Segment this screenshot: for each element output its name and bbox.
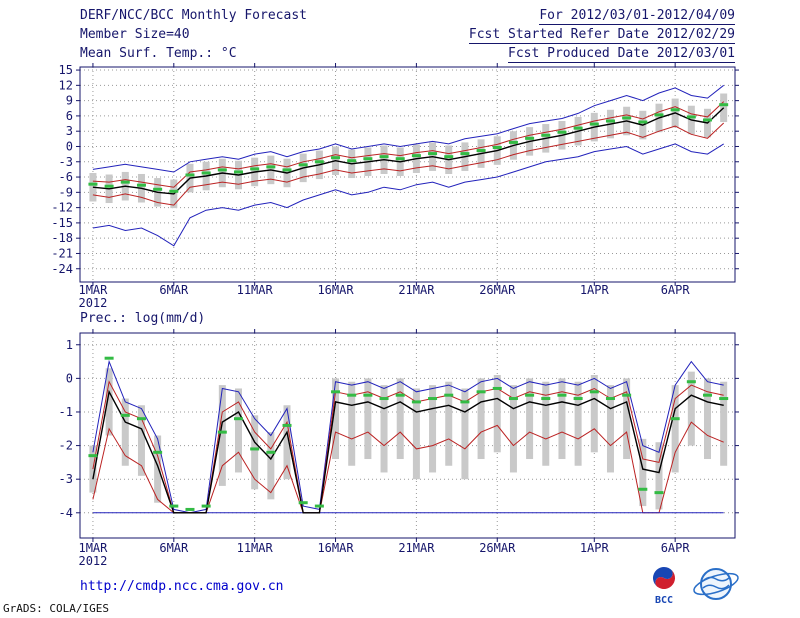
svg-text:-9: -9 (59, 185, 73, 199)
svg-text:0: 0 (66, 371, 73, 385)
svg-text:26MAR: 26MAR (479, 541, 516, 555)
precipitation-chart-title: Prec.: log(mm/d) (80, 311, 206, 326)
svg-text:21MAR: 21MAR (398, 541, 435, 555)
axis-tick-labels: 1 0 -1 -2 -3 -4 1MAR 6MAR 11MAR 16MAR 21MAR 26MAR 1A… (59, 338, 691, 568)
series-ensemble-mean (92, 107, 725, 195)
svg-text:15: 15 (59, 63, 73, 77)
svg-text:-2: -2 (59, 439, 73, 453)
svg-text:1MAR: 1MAR (78, 283, 108, 297)
series-envelope-max (92, 359, 724, 514)
svg-text:6APR: 6APR (661, 541, 691, 555)
grid-lines (80, 67, 735, 282)
svg-text:1MAR: 1MAR (78, 541, 108, 555)
series-ensemble-mean (92, 389, 724, 514)
svg-text:6APR: 6APR (661, 283, 691, 297)
green-dash-markers (88, 356, 729, 511)
svg-text:-15: -15 (51, 216, 73, 230)
svg-text:2012: 2012 (78, 296, 107, 310)
svg-text:3: 3 (66, 124, 73, 138)
svg-text:1: 1 (66, 338, 73, 352)
bcc-logo-text: BCC (655, 595, 673, 606)
refer-date-label: Fcst Started Refer Date 2012/02/29 (468, 27, 735, 44)
ensemble-spread-bars (89, 368, 728, 510)
svg-text:26MAR: 26MAR (479, 283, 516, 297)
svg-text:-21: -21 (51, 246, 73, 260)
plot-border (79, 332, 736, 539)
svg-text:-6: -6 (59, 170, 73, 184)
svg-text:6: 6 (66, 109, 73, 123)
svg-text:-18: -18 (51, 231, 73, 245)
svg-text:-4: -4 (59, 506, 73, 520)
svg-text:11MAR: 11MAR (237, 283, 274, 297)
plot-title: DERF/NCC/BCC Monthly Forecast (80, 8, 307, 23)
ensemble-spread-bars (89, 93, 728, 209)
bcc-swirl-icon (653, 567, 675, 589)
svg-text:-3: -3 (59, 155, 73, 169)
globe-icon (693, 568, 739, 600)
series-envelope-max (92, 84, 725, 173)
svg-text:12: 12 (59, 78, 73, 92)
svg-text:16MAR: 16MAR (317, 541, 354, 555)
svg-text:-3: -3 (59, 472, 73, 486)
produced-date-label: Fcst Produced Date 2012/03/01 (508, 46, 735, 63)
svg-text:-12: -12 (51, 201, 73, 215)
series-lower-red (92, 122, 725, 206)
series-envelope-min (92, 143, 724, 247)
svg-text:-1: -1 (59, 405, 73, 419)
cma-logo (693, 568, 739, 600)
forecast-range: For 2012/03/01-2012/04/09 (539, 8, 735, 25)
svg-text:16MAR: 16MAR (317, 283, 354, 297)
plot-border (79, 66, 736, 283)
axis-ticks (76, 329, 739, 542)
member-size-label: Member Size=40 (80, 27, 190, 42)
source-url-link[interactable]: http://cmdp.ncc.cma.gov.cn (80, 579, 284, 594)
green-dash-markers (88, 103, 729, 193)
axis-ticks (76, 63, 739, 286)
temperature-chart-title: Mean Surf. Temp.: °C (80, 46, 237, 61)
grads-credit: GrADS: COLA/IGES (3, 602, 109, 615)
svg-text:2012: 2012 (78, 554, 107, 568)
svg-text:0: 0 (66, 139, 73, 153)
series-upper-red (92, 101, 725, 188)
svg-text:6MAR: 6MAR (159, 541, 189, 555)
svg-text:21MAR: 21MAR (398, 283, 435, 297)
precipitation-chart: 1 0 -1 -2 -3 -4 1MAR 6MAR 11MAR 16MAR 21MAR 26MAR 1A… (59, 329, 739, 568)
header: DERF/NCC/BCC Monthly Forecast For 2012/0… (0, 8, 800, 65)
svg-text:-24: -24 (51, 262, 73, 276)
svg-text:9: 9 (66, 94, 73, 108)
bcc-logo: BCC (653, 567, 675, 606)
svg-text:11MAR: 11MAR (237, 541, 274, 555)
svg-text:6MAR: 6MAR (159, 283, 189, 297)
svg-text:1APR: 1APR (580, 283, 610, 297)
svg-text:1APR: 1APR (580, 541, 610, 555)
